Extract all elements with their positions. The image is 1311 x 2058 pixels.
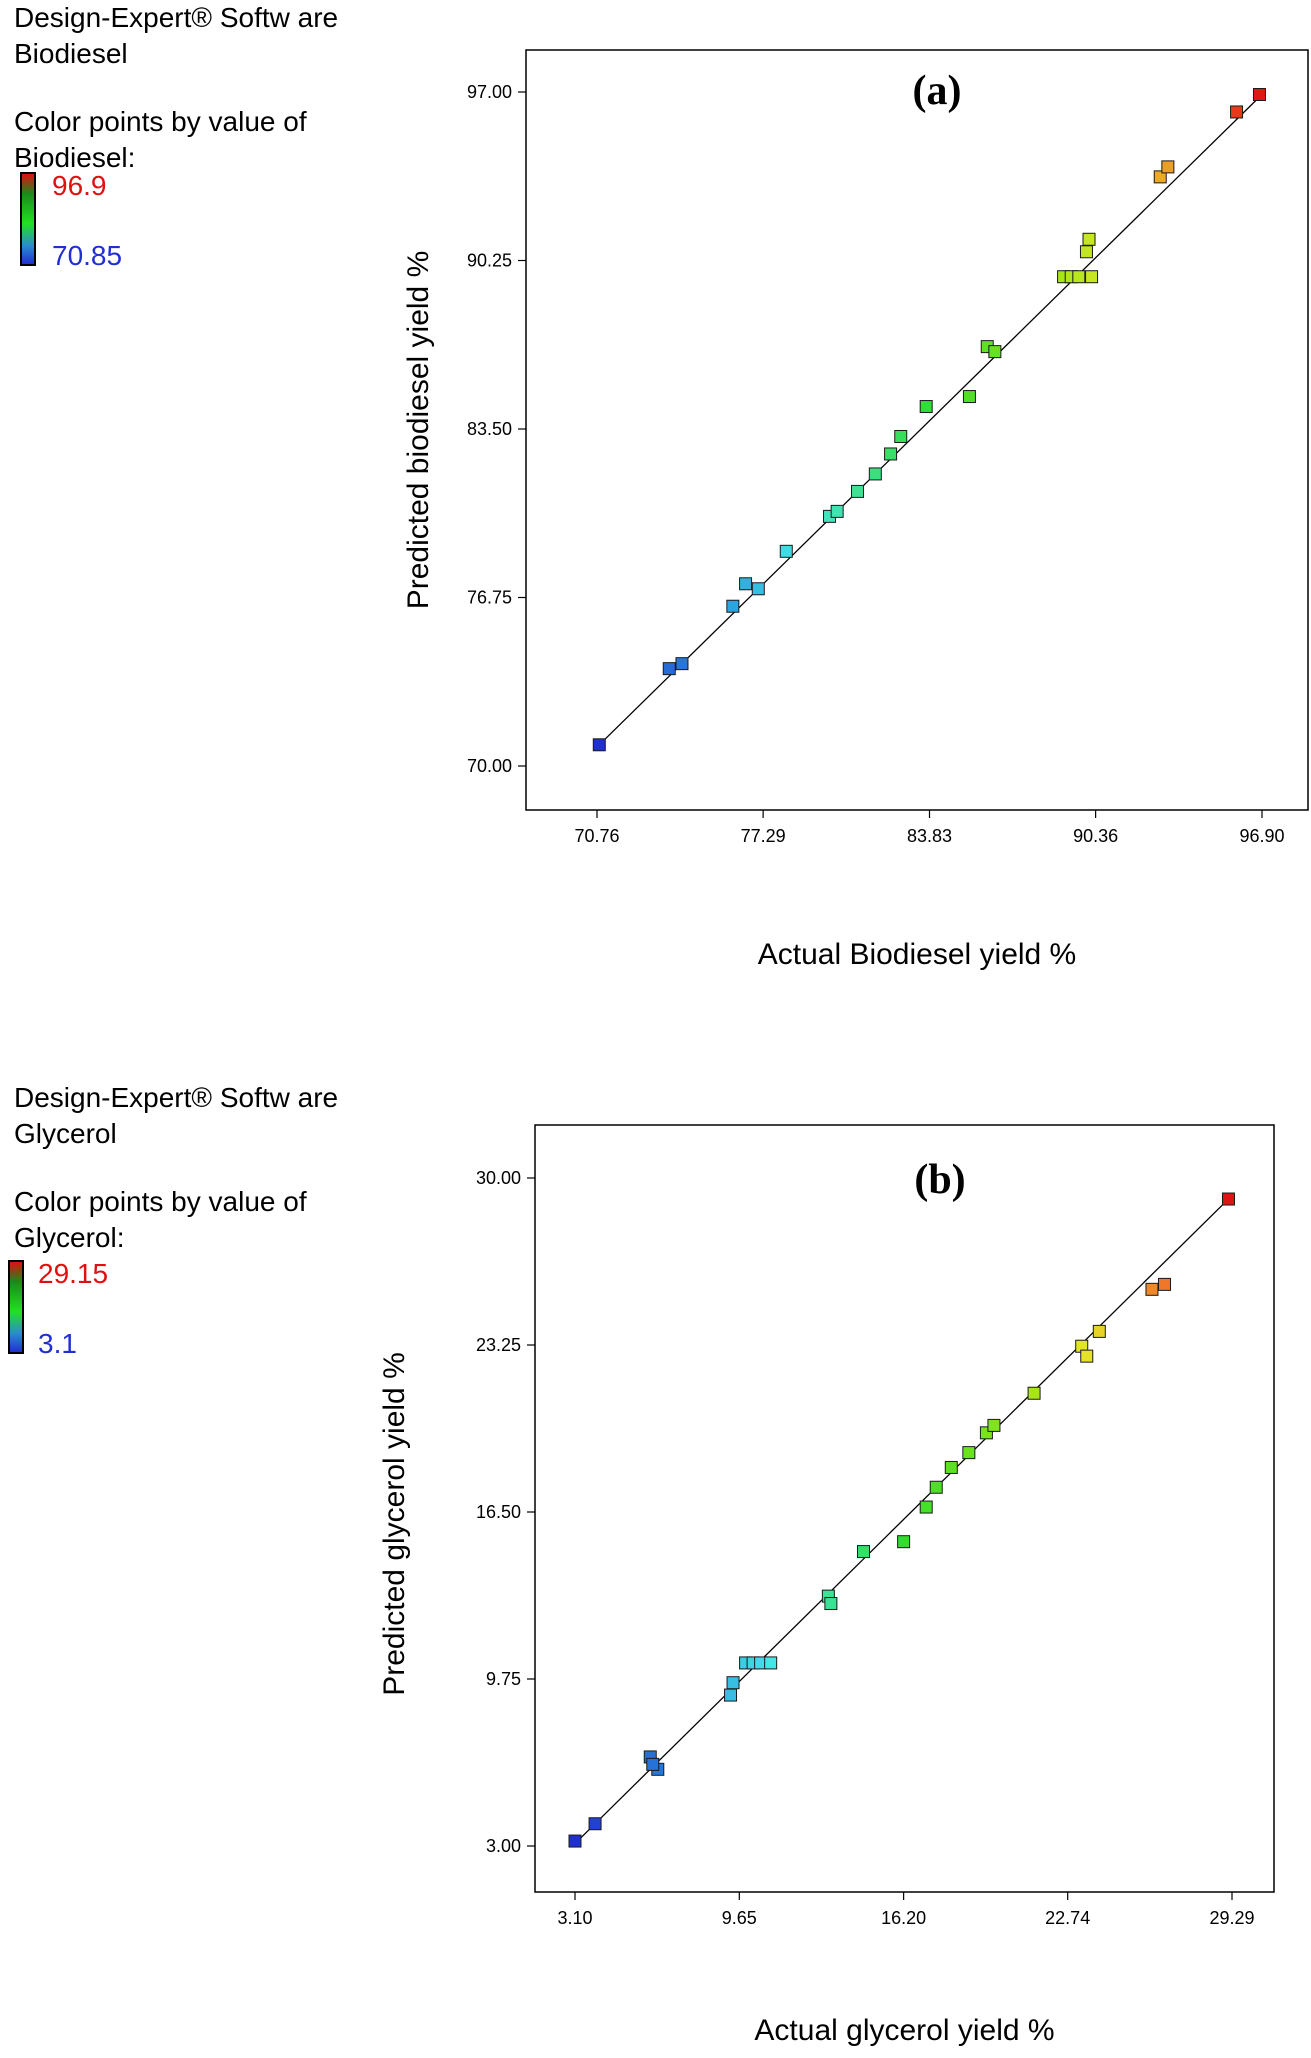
data-point [987, 1418, 1001, 1432]
y-tick-label: 76.75 [467, 588, 512, 608]
scale-min-label: 3.1 [38, 1328, 77, 1359]
x-tick-label: 83.83 [907, 826, 952, 846]
legend-block: Design-Expert® Softw are Glycerol Color … [14, 1080, 338, 1256]
data-point [764, 1656, 778, 1670]
data-point [962, 1446, 976, 1460]
scale-max-label: 96.9 [52, 170, 107, 201]
data-point [824, 1597, 838, 1611]
glycerol-panel: Design-Expert® Softw are Glycerol Color … [0, 1010, 1311, 2058]
color-by-label: Color points by value of [14, 1186, 307, 1217]
response-name: Glycerol [14, 1118, 117, 1149]
data-point [568, 1834, 582, 1848]
color-by-label: Color points by value of [14, 106, 307, 137]
data-point [868, 467, 882, 481]
data-point [884, 447, 898, 461]
x-tick-label: 70.76 [574, 826, 619, 846]
biodiesel-panel: Design-Expert® Softw are Biodiesel Color… [0, 0, 1311, 1010]
color-by-response: Glycerol: [14, 1222, 125, 1253]
color-scale-bar [8, 1260, 24, 1354]
data-point [779, 544, 793, 558]
data-point [1221, 1192, 1235, 1206]
data-point [1079, 245, 1093, 259]
data-point [751, 582, 765, 596]
x-tick-label: 22.74 [1045, 1908, 1090, 1928]
data-point [646, 1757, 660, 1771]
data-point [1092, 1324, 1106, 1338]
x-tick-label: 77.29 [741, 826, 786, 846]
y-tick-label: 16.50 [476, 1502, 521, 1522]
y-tick-label: 23.25 [476, 1335, 521, 1355]
data-point [1161, 160, 1175, 174]
y-axis-label: Predicted biodiesel yield % [402, 251, 435, 610]
color-by-response: Biodiesel: [14, 142, 136, 173]
y-tick-label: 90.25 [467, 251, 512, 271]
data-point [944, 1460, 958, 1474]
y-tick-label: 30.00 [476, 1168, 521, 1188]
x-tick-label: 96.90 [1239, 826, 1284, 846]
data-point [919, 1500, 933, 1514]
y-tick-label: 83.50 [467, 419, 512, 439]
data-point [962, 390, 976, 404]
data-point [1158, 1277, 1172, 1291]
plot-frame [525, 49, 1309, 811]
data-point [830, 504, 844, 518]
data-point [1230, 105, 1244, 119]
y-tick-label: 97.00 [467, 82, 512, 102]
scale-max-label: 29.15 [38, 1258, 109, 1289]
x-tick-label: 3.10 [557, 1908, 592, 1928]
data-point [897, 1535, 911, 1549]
data-point [1085, 270, 1099, 284]
color-scale-bar [20, 172, 36, 266]
data-point [1080, 1349, 1094, 1363]
data-point [1027, 1386, 1041, 1400]
software-label: Design-Expert® Softw are [14, 2, 339, 33]
data-point [929, 1480, 943, 1494]
x-tick-label: 29.29 [1209, 1908, 1254, 1928]
panel-tag: (a) [913, 68, 962, 114]
data-point [894, 429, 908, 443]
y-tick-label: 3.00 [486, 1836, 521, 1856]
data-point [592, 738, 606, 752]
data-point [726, 599, 740, 613]
data-point [1145, 1282, 1159, 1296]
data-point [988, 345, 1002, 359]
biodiesel-parity-chart: 97.00 90.25 83.50 76.75 70.00 70.76 77.29 83.83… [402, 49, 1309, 971]
fit-line [596, 94, 1263, 748]
data-point [724, 1688, 738, 1702]
data-point [675, 657, 689, 671]
y-tick-label: 9.75 [486, 1669, 521, 1689]
scale-min-label: 70.85 [52, 240, 123, 271]
y-axis-label: Predicted glycerol yield % [378, 1352, 411, 1696]
x-axis-label: Actual glycerol yield % [754, 2014, 1054, 2047]
y-tick-label: 70.00 [467, 756, 512, 776]
panel-tag: (b) [914, 1157, 965, 1203]
glycerol-parity-chart: 30.00 23.25 16.50 9.75 3.00 3.10 9.65 16.20 22.7… [378, 1124, 1275, 2047]
data-point [856, 1545, 870, 1559]
data-point [726, 1676, 740, 1690]
response-name: Biodiesel [14, 38, 128, 69]
x-tick-label: 9.65 [722, 1908, 757, 1928]
data-point [1252, 87, 1266, 101]
legend-block: Design-Expert® Softw are Biodiesel Color… [14, 0, 338, 176]
plot-frame [534, 1124, 1275, 1893]
data-point [919, 400, 933, 414]
x-axis-label: Actual Biodiesel yield % [758, 938, 1077, 971]
software-label: Design-Expert® Softw are [14, 1082, 339, 1113]
data-point [662, 662, 676, 676]
data-point [1153, 170, 1167, 184]
x-tick-label: 16.20 [881, 1908, 926, 1928]
x-tick-label: 90.36 [1073, 826, 1118, 846]
data-point [851, 484, 865, 498]
data-point [1082, 232, 1096, 246]
data-point [1072, 270, 1086, 284]
data-point [588, 1817, 602, 1831]
data-point [739, 577, 753, 591]
fit-line [574, 1195, 1233, 1844]
